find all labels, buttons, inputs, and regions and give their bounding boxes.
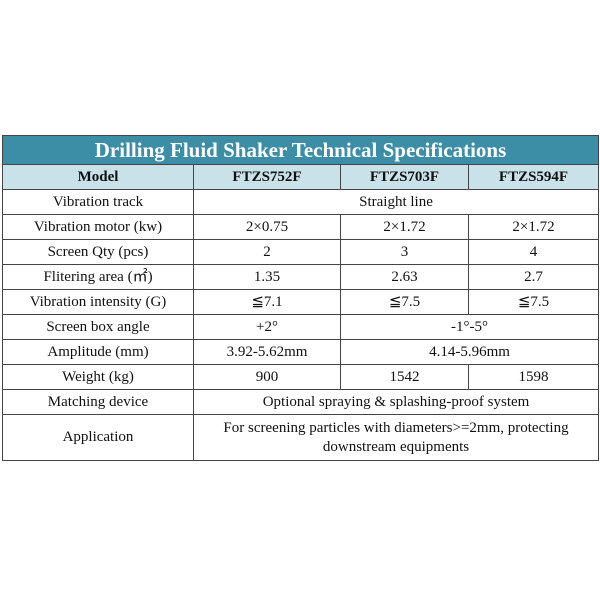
cell: 1598 — [467, 364, 600, 390]
cell: -1°-5° — [339, 314, 600, 340]
row-label: Amplitude (mm) — [2, 339, 194, 365]
cell: 2×0.75 — [193, 214, 341, 240]
cell: ≦7.5 — [340, 289, 469, 315]
cell: ≦7.1 — [193, 289, 341, 315]
cell: 1.35 — [193, 264, 341, 290]
cell: 2.63 — [340, 264, 469, 290]
row-label: Application — [2, 414, 194, 461]
cell: 4 — [467, 239, 600, 265]
cell: 900 — [193, 364, 341, 390]
cell: 2×1.72 — [340, 214, 469, 240]
cell: 3.92-5.62mm — [193, 339, 341, 365]
row-label: Matching device — [2, 389, 194, 415]
cell: Straight line — [192, 189, 600, 215]
row-label: Vibration motor (kw) — [2, 214, 194, 240]
row-label: Vibration intensity (G) — [2, 289, 194, 315]
row-label: Vibration track — [2, 189, 194, 215]
cell: 1542 — [340, 364, 469, 390]
spec-table: Drilling Fluid Shaker Technical Specific… — [1, 135, 600, 461]
cell: 2×1.72 — [467, 214, 600, 240]
row-label: Screen Qty (pcs) — [2, 239, 194, 265]
row-label: Screen box angle — [2, 314, 194, 340]
cell: +2° — [193, 314, 341, 340]
header-cell: FTZS703F — [340, 164, 469, 190]
row-label: Flitering area (㎡) — [2, 264, 194, 290]
cell: 4.14-5.96mm — [339, 339, 600, 365]
cell: 2.7 — [467, 264, 600, 290]
header-cell: Model — [2, 164, 194, 190]
cell: ≦7.5 — [467, 289, 600, 315]
row-label: Weight (kg) — [2, 364, 194, 390]
table-title: Drilling Fluid Shaker Technical Specific… — [1, 135, 600, 165]
cell: Optional spraying & splashing-proof syst… — [192, 389, 600, 415]
cell: 3 — [340, 239, 469, 265]
cell: For screening particles with diameters>=… — [192, 414, 600, 461]
cell: 2 — [193, 239, 341, 265]
header-cell: FTZS752F — [193, 164, 341, 190]
header-cell: FTZS594F — [467, 164, 600, 190]
